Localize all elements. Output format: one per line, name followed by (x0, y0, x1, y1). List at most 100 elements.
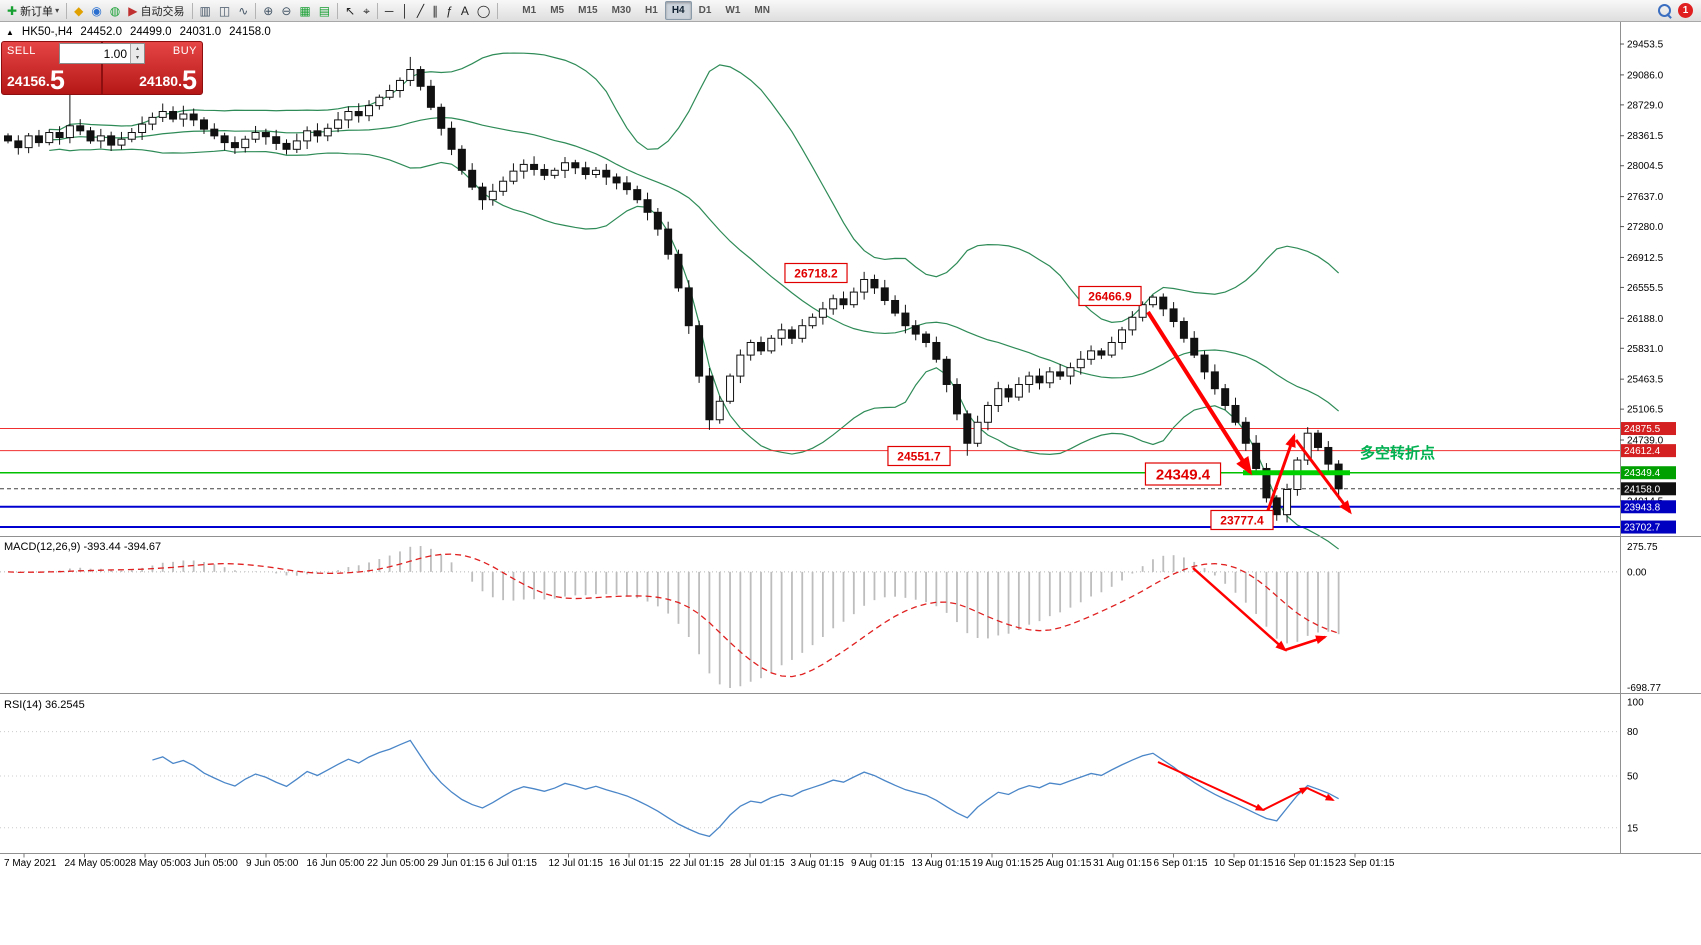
market-watch-button[interactable]: ◆ (70, 1, 87, 20)
svg-text:6 Jul 01:15: 6 Jul 01:15 (488, 858, 537, 869)
macd-arrow-1[interactable] (1192, 567, 1287, 652)
toolbar-right: 1 (1658, 3, 1698, 18)
svg-text:23777.4: 23777.4 (1220, 513, 1264, 527)
indicators-button[interactable]: ▤ (315, 1, 334, 20)
caret-down-icon: ▾ (55, 6, 60, 15)
autotrade-button[interactable]: ▶ 自动交易 (124, 1, 188, 20)
shapes-button[interactable]: ◯ (473, 1, 494, 20)
volume-value: 1.00 (103, 46, 127, 61)
macd-arrow-2[interactable] (1284, 635, 1328, 652)
svg-text:24349.4: 24349.4 (1624, 468, 1661, 479)
svg-text:15: 15 (1627, 823, 1639, 834)
timeframe-H1[interactable]: H1 (638, 1, 665, 20)
toolbar-separator (191, 2, 193, 19)
cursor-icon: ↖ (345, 3, 356, 18)
community-button[interactable]: ◍ (106, 1, 124, 20)
price-callout-24349.4[interactable]: 24349.4 (1144, 462, 1222, 486)
sell-label: SELL (7, 45, 36, 57)
price-tag-23702.7: 23702.7 (1621, 520, 1676, 534)
rsi-label: RSI(14) 36.2545 (4, 699, 85, 711)
new-order-icon: ✚ (7, 3, 18, 18)
trend-arrow-3[interactable] (1294, 439, 1352, 515)
trendline-button[interactable]: ╱ (413, 1, 428, 20)
toolbar-separator (337, 2, 339, 19)
crosshair-button[interactable]: ⌖ (359, 1, 374, 20)
timeframe-W1[interactable]: W1 (718, 1, 747, 20)
channel-button[interactable]: ∥ (428, 1, 442, 20)
price-tag-24349.4: 24349.4 (1621, 466, 1676, 480)
open-value: 24452.0 (80, 26, 122, 38)
price-callout-26718.2[interactable]: 26718.2 (784, 262, 848, 284)
timeframe-D1[interactable]: D1 (692, 1, 719, 20)
hline-button[interactable]: ─ (381, 1, 398, 20)
svg-text:80: 80 (1627, 727, 1639, 738)
search-icon[interactable] (1658, 4, 1671, 17)
svg-text:24612.4: 24612.4 (1624, 446, 1661, 457)
svg-text:27637.0: 27637.0 (1627, 192, 1664, 203)
svg-text:24875.5: 24875.5 (1624, 424, 1661, 435)
market-icon: ◆ (74, 3, 84, 18)
volume-down-button[interactable]: ▾ (131, 53, 144, 63)
candlestick-button[interactable]: ◫ (215, 1, 234, 20)
timeframe-M15[interactable]: M15 (571, 1, 604, 20)
signals-button[interactable]: ◉ (87, 1, 105, 20)
text-tool-icon: A (460, 3, 469, 18)
bar-chart-button[interactable]: ▥ (196, 1, 215, 20)
svg-text:28004.5: 28004.5 (1627, 161, 1664, 172)
price-callout-23777.4[interactable]: 23777.4 (1210, 509, 1274, 531)
volume-input[interactable]: 1.00 ▴ ▾ (59, 43, 145, 64)
vline-button[interactable]: │ (397, 1, 413, 20)
timeframe-H4[interactable]: H4 (664, 1, 692, 20)
fibonacci-icon: ƒ (446, 3, 453, 18)
macd-signal-line (7, 553, 1339, 678)
timeframe-M30[interactable]: M30 (605, 1, 638, 20)
line-chart-button[interactable]: ∿ (234, 1, 252, 20)
timeframe-M1[interactable]: M1 (515, 1, 543, 20)
svg-text:50: 50 (1627, 772, 1639, 783)
text-button[interactable]: A (457, 1, 473, 20)
notification-badge[interactable]: 1 (1678, 3, 1693, 18)
svg-text:9 Jun 05:00: 9 Jun 05:00 (246, 858, 299, 869)
line-chart-icon: ∿ (238, 3, 249, 18)
price-callout-24551.7[interactable]: 24551.7 (887, 445, 951, 467)
zoom-out-button[interactable]: ⊖ (277, 1, 295, 20)
rsi-arrow-1[interactable] (1157, 761, 1265, 811)
high-value: 24499.0 (130, 26, 172, 38)
volume-up-button[interactable]: ▴ (131, 44, 144, 54)
community-icon: ◍ (109, 3, 121, 18)
svg-text:28 Jul 01:15: 28 Jul 01:15 (730, 858, 785, 869)
tick-direction-icon: ▲ (6, 27, 14, 37)
price-tag-24875.5: 24875.5 (1621, 422, 1676, 436)
horizontal-lines[interactable] (0, 428, 1620, 529)
svg-text:6 Sep 01:15: 6 Sep 01:15 (1154, 858, 1208, 869)
svg-text:-698.77: -698.77 (1627, 683, 1661, 694)
macd-histogram (17, 546, 1340, 688)
svg-text:13 Aug 01:15: 13 Aug 01:15 (912, 858, 971, 869)
timeframe-MN[interactable]: MN (747, 1, 777, 20)
svg-text:24349.4: 24349.4 (1156, 466, 1211, 483)
svg-text:29086.0: 29086.0 (1627, 70, 1664, 81)
svg-text:25463.5: 25463.5 (1627, 375, 1664, 386)
new-order-button[interactable]: ✚ 新订单 ▾ (3, 1, 63, 20)
cursor-button[interactable]: ↖ (341, 1, 359, 20)
trend-arrow-2[interactable] (1264, 433, 1296, 517)
svg-text:19 Aug 01:15: 19 Aug 01:15 (972, 858, 1031, 869)
symbol-timeframe-label: HK50-,H4 (21, 26, 73, 38)
svg-text:23702.7: 23702.7 (1624, 523, 1661, 534)
price-chart[interactable]: 26718.2 26466.9 24551.7 24349.4 23777.4 多空转折点… (0, 0, 1701, 881)
buy-price: 24180. (139, 73, 182, 89)
new-order-button-label: 新订单 (20, 5, 54, 18)
svg-text:31 Aug 01:15: 31 Aug 01:15 (1093, 858, 1152, 869)
timeframe-M5[interactable]: M5 (543, 1, 571, 20)
svg-text:24551.7: 24551.7 (897, 449, 941, 463)
rsi-arrow-2[interactable] (1262, 787, 1309, 811)
channel-icon: ∥ (432, 3, 439, 18)
tile-windows-button[interactable]: ▦ (295, 1, 314, 20)
svg-text:24 May 05:00: 24 May 05:00 (65, 858, 126, 869)
trend-arrow-1[interactable] (1146, 310, 1253, 476)
rsi-arrow-3[interactable] (1306, 787, 1335, 801)
zoom-in-button[interactable]: ⊕ (259, 1, 277, 20)
fibonacci-button[interactable]: ƒ (442, 1, 457, 20)
svg-text:16 Sep 01:15: 16 Sep 01:15 (1275, 858, 1335, 869)
price-callout-26466.9[interactable]: 26466.9 (1078, 285, 1142, 307)
